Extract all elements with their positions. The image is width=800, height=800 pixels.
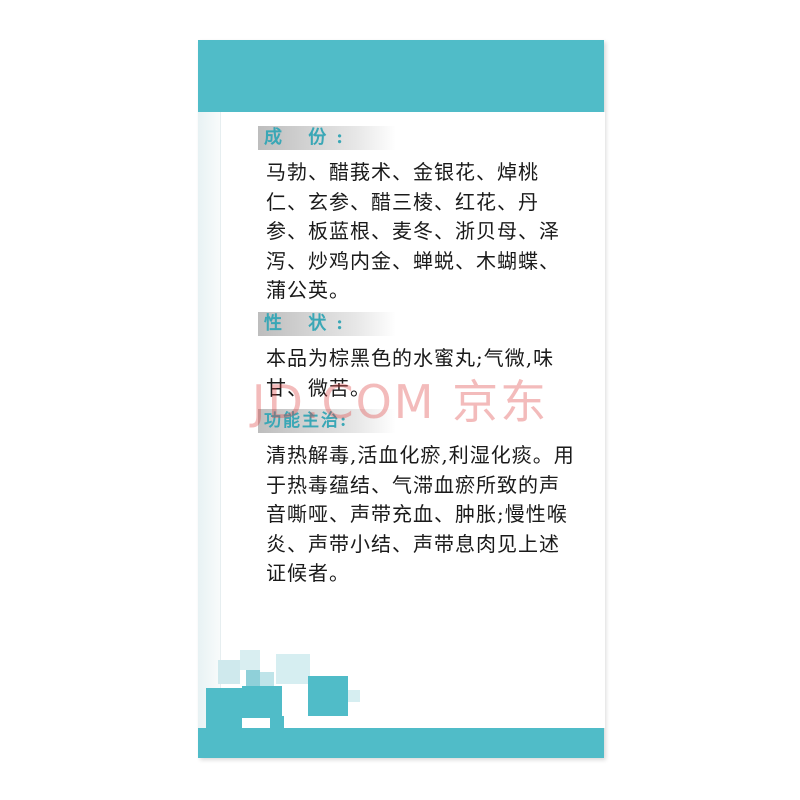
indications-label: 功能主治: [258, 409, 396, 433]
decor-square [242, 686, 282, 718]
decor-square [348, 690, 360, 702]
decor-square [218, 660, 240, 684]
decor-square [240, 650, 260, 670]
character-text: 本品为棕黑色的水蜜丸;气微,味甘、微苦。 [266, 346, 555, 400]
medicine-box-side: 成 份: 马勃、醋莪术、金银花、焯桃仁、玄参、醋三棱、红花、丹参、板蓝根、麦冬、… [198, 40, 605, 758]
indications-text: 清热解毒,活血化瘀,利湿化痰。用于热毒蕴结、气滞血瘀所致的声音嘶哑、声带充血、肿… [266, 443, 575, 585]
top-teal-band [198, 40, 604, 112]
box-left-edge [198, 112, 220, 728]
decor-square [308, 676, 348, 716]
decor-square [260, 672, 274, 686]
decor-square [276, 654, 310, 684]
ingredients-text: 马勃、醋莪术、金银花、焯桃仁、玄参、醋三棱、红花、丹参、板蓝根、麦冬、浙贝母、泽… [266, 160, 560, 302]
jd-watermark: JD.COM 京东 [251, 375, 549, 429]
decor-square [270, 716, 284, 728]
ingredients-label: 成 份: [258, 126, 396, 150]
character-label: 性 状: [258, 312, 396, 336]
decor-square [246, 670, 260, 688]
decor-square [206, 688, 242, 728]
bottom-teal-band [198, 728, 604, 758]
